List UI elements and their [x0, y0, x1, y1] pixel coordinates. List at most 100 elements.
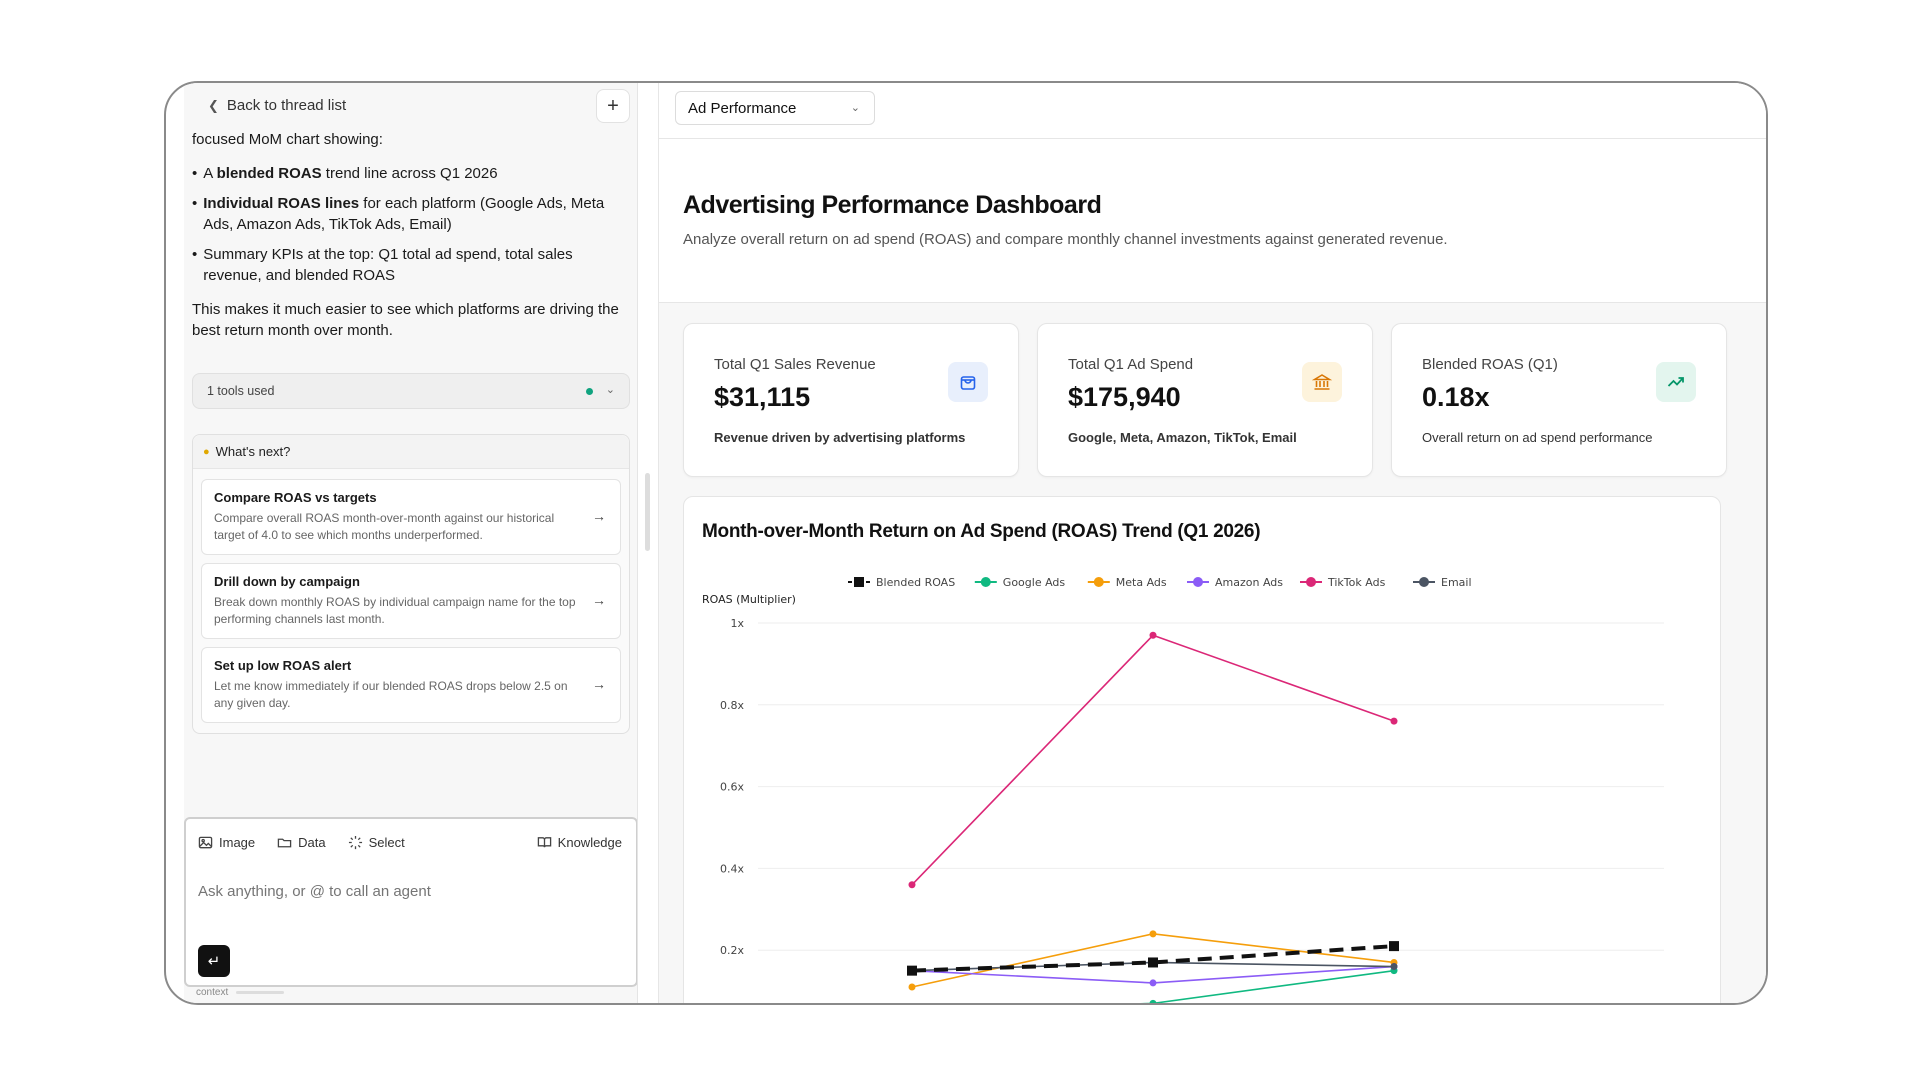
bullet-bold: Individual ROAS lines	[203, 195, 360, 212]
legend-item[interactable]: Blended ROAS	[848, 576, 955, 589]
legend-marker	[1093, 577, 1104, 587]
y-tick-label: 0.6x	[720, 781, 744, 794]
back-label: Back to thread list	[226, 97, 347, 114]
legend-item[interactable]: Amazon Ads	[1187, 576, 1283, 589]
data-point	[908, 881, 916, 889]
suggestion-desc: Compare overall ROAS month-over-month ag…	[214, 511, 555, 542]
composer-toolbar: Image Data Select	[198, 835, 405, 850]
suggestion-desc: Break down monthly ROAS by individual ca…	[214, 595, 576, 626]
context-bar	[236, 991, 285, 994]
attach-data-button[interactable]: Data	[277, 835, 326, 850]
status-dot-icon	[586, 388, 593, 395]
bullet-dot: •	[192, 195, 198, 212]
shopping-bag-icon	[960, 376, 976, 390]
trending-up-icon	[1667, 377, 1684, 387]
data-point	[1389, 941, 1399, 952]
legend-marker	[854, 577, 864, 587]
series-line-google-ads	[1140, 969, 1395, 1003]
data-point	[908, 983, 916, 991]
bullet-text: A	[203, 165, 217, 182]
assistant-message: focused MoM chart showing: • A blended R…	[192, 129, 632, 350]
tools-used-toggle[interactable]: 1 tools used ⌄	[192, 373, 630, 409]
series-line-blended-roas	[911, 944, 1395, 973]
kpi-card-revenue: Total Q1 Sales Revenue $31,115 Revenue d…	[683, 323, 1019, 477]
y-tick-label: 0.2x	[720, 944, 744, 957]
suggestion-card[interactable]: Set up low ROAS alert Let me know immedi…	[201, 647, 621, 723]
suggestion-desc: Let me know immediately if our blended R…	[214, 679, 568, 710]
roas-chart-card: Month-over-Month Return on Ad Spend (ROA…	[683, 496, 1721, 1003]
image-icon	[198, 836, 213, 849]
suggestion-title: Compare ROAS vs targets	[214, 490, 377, 505]
message-bullet: • Individual ROAS lines for each platfor…	[192, 193, 632, 235]
chat-header: ❮ Back to thread list +	[184, 83, 637, 129]
suggestion-card[interactable]: Drill down by campaign Break down monthl…	[201, 563, 621, 639]
legend-label: Google Ads	[1003, 576, 1066, 589]
kpi-icon-box	[1302, 362, 1342, 402]
legend-label: Blended ROAS	[876, 576, 955, 589]
chevron-down-icon: ⌄	[605, 384, 615, 396]
kpi-value: 0.18x	[1422, 382, 1490, 412]
folder-icon	[277, 838, 292, 848]
legend-label: TikTok Ads	[1327, 576, 1386, 589]
dashboard-panel: Ad Performance ⌄ Advertising Performance…	[658, 83, 1766, 1003]
message-intro: focused MoM chart showing:	[192, 131, 383, 148]
bullet-text: trend line across Q1 2026	[321, 165, 498, 182]
y-tick-label: 0.4x	[720, 862, 744, 875]
back-to-threads-link[interactable]: ❮ Back to thread list	[208, 97, 346, 114]
arrow-right-icon: →	[592, 508, 606, 524]
kpi-card-roas: Blended ROAS (Q1) 0.18x Overall return o…	[1391, 323, 1727, 477]
y-axis-label: ROAS (Multiplier)	[702, 593, 796, 606]
legend-item[interactable]: Email	[1413, 576, 1472, 589]
y-tick-label: 1x	[730, 617, 744, 630]
bank-icon	[1312, 374, 1332, 390]
send-button[interactable]: ↵	[198, 945, 230, 977]
knowledge-button[interactable]: Knowledge	[537, 835, 622, 850]
kpi-value: $31,115	[714, 382, 811, 412]
legend-item[interactable]: TikTok Ads	[1300, 576, 1386, 589]
new-thread-button[interactable]: +	[596, 89, 630, 123]
legend-marker	[1419, 577, 1429, 587]
context-indicator: context	[196, 987, 285, 998]
data-point	[1149, 979, 1157, 987]
tools-used-label: 1 tools used	[207, 384, 275, 398]
chat-scrollbar[interactable]	[645, 473, 650, 551]
suggestion-title: Drill down by campaign	[214, 574, 360, 589]
image-label: Image	[219, 835, 256, 850]
legend-marker	[980, 577, 991, 587]
legend-item[interactable]: Google Ads	[974, 576, 1066, 589]
chart-title: Month-over-Month Return on Ad Spend (ROA…	[702, 521, 1261, 542]
series-line-tiktok-ads	[911, 634, 1395, 886]
sparkle-select-icon	[348, 835, 362, 850]
bullet-text: Summary KPIs at the top: Q1 total ad spe…	[203, 246, 573, 284]
data-point	[1390, 963, 1398, 971]
data-point	[1148, 957, 1158, 968]
knowledge-label: Knowledge	[557, 835, 622, 850]
data-point	[1149, 631, 1157, 639]
page-subtitle: Analyze overall return on ad spend (ROAS…	[683, 231, 1448, 248]
kpi-label: Total Q1 Sales Revenue	[714, 356, 876, 373]
suggestion-card[interactable]: Compare ROAS vs targets Compare overall …	[201, 479, 621, 555]
attach-image-button[interactable]: Image	[198, 835, 255, 850]
legend-label: Meta Ads	[1116, 576, 1167, 589]
select-button[interactable]: Select	[348, 835, 405, 850]
data-label: Data	[298, 835, 326, 850]
legend-label: Amazon Ads	[1215, 576, 1283, 589]
data-point	[1149, 999, 1157, 1003]
kpi-icon-box	[1656, 362, 1696, 402]
kpi-label: Blended ROAS (Q1)	[1422, 356, 1558, 373]
roas-line-chart: 1x 0.8x 0.6x 0.4x 0.2x ROAS (Multiplier) Blend…	[702, 576, 1664, 1003]
legend-item[interactable]: Meta Ads	[1087, 576, 1167, 589]
chevron-left-icon: ❮	[208, 97, 219, 113]
dashboard-header: Advertising Performance Dashboard Analyz…	[659, 139, 1766, 303]
chat-input[interactable]	[198, 883, 618, 900]
chevron-down-icon: ⌄	[850, 102, 860, 114]
data-point	[1149, 930, 1157, 938]
kpi-icon-box	[948, 362, 988, 402]
chat-panel: ❮ Back to thread list + focused MoM char…	[184, 83, 638, 1003]
kpi-label: Total Q1 Ad Spend	[1068, 356, 1194, 373]
kpi-card-ad-spend: Total Q1 Ad Spend $175,940 Google, Meta,…	[1037, 323, 1373, 477]
dashboard-selector[interactable]: Ad Performance ⌄	[675, 91, 875, 125]
message-bullet: • A blended ROAS trend line across Q1 20…	[192, 163, 632, 184]
select-label: Select	[368, 835, 405, 850]
bullet-dot: •	[192, 165, 198, 182]
